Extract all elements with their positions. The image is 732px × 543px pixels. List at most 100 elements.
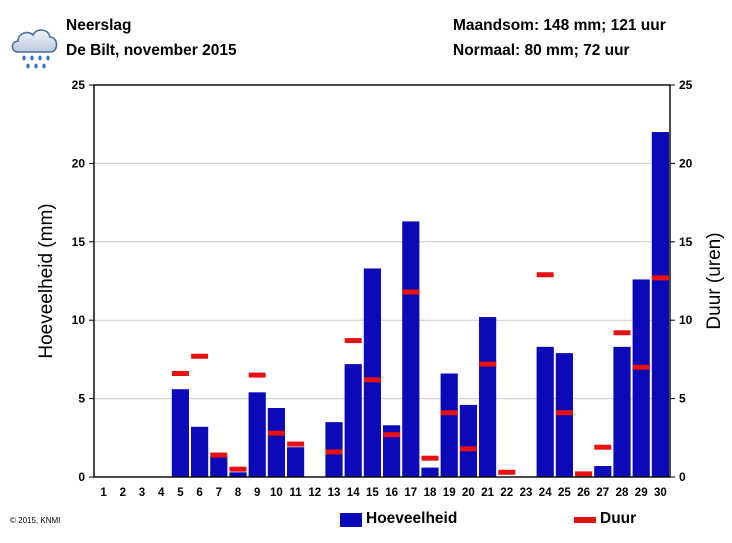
bar-hoeveelheid	[344, 364, 362, 477]
y2-tick-label: 0	[679, 470, 686, 484]
y-tick-label: 20	[72, 156, 86, 170]
x-tick-label: 20	[462, 487, 475, 499]
bar-hoeveelheid	[651, 132, 669, 478]
bar-hoeveelheid	[632, 279, 650, 477]
bar-hoeveelheid	[363, 268, 381, 477]
x-tick-label: 11	[290, 487, 303, 499]
bar-hoeveelheid	[267, 408, 285, 477]
monthly-sum: Maandsom: 148 mm; 121 uur	[453, 17, 666, 34]
marker-duur	[459, 446, 477, 452]
x-tick-label: 21	[481, 487, 494, 499]
marker-duur	[344, 338, 362, 344]
marker-duur	[325, 449, 343, 455]
marker-duur	[191, 353, 209, 359]
y-tick-label: 25	[72, 78, 86, 92]
y2-tick-label: 20	[679, 156, 693, 170]
bar-hoeveelheid	[229, 472, 247, 477]
marker-duur	[440, 410, 458, 416]
marker-duur	[171, 371, 189, 377]
x-tick-label: 24	[539, 487, 552, 499]
marker-duur	[363, 377, 381, 383]
y-tick-label: 0	[78, 470, 85, 484]
bar-hoeveelheid	[248, 392, 266, 477]
bar-hoeveelheid	[210, 456, 228, 477]
legend-swatch-hoeveelheid	[340, 513, 362, 527]
normal-values: Normaal: 80 mm; 72 uur	[453, 42, 630, 59]
bar-hoeveelheid	[459, 404, 477, 477]
x-tick-label: 8	[235, 487, 242, 499]
x-tick-label: 22	[500, 487, 513, 499]
bar-hoeveelheid	[171, 389, 189, 477]
marker-duur	[479, 361, 497, 367]
bar-hoeveelheid	[440, 373, 458, 477]
legend-swatch-duur	[574, 517, 596, 523]
marker-duur	[536, 272, 554, 278]
marker-duur	[210, 452, 228, 458]
bar-hoeveelheid	[594, 466, 612, 477]
rain-cloud-icon	[8, 22, 62, 72]
marker-duur	[287, 441, 305, 447]
bar-hoeveelheid	[191, 426, 209, 477]
chart-title: Neerslag	[66, 17, 132, 34]
plot-frame	[93, 84, 671, 478]
bar-hoeveelheid	[402, 221, 420, 477]
x-tick-label: 25	[558, 487, 571, 499]
marker-duur	[248, 372, 266, 378]
marker-duur	[267, 430, 285, 436]
x-tick-label: 19	[443, 487, 456, 499]
x-tick-label: 7	[216, 487, 222, 499]
legend-label-hoeveelheid: Hoeveelheid	[366, 510, 458, 527]
x-tick-label: 12	[308, 487, 321, 499]
marker-duur	[402, 289, 420, 295]
x-tick-label: 17	[404, 487, 417, 499]
marker-duur	[632, 364, 650, 370]
copyright-text: © 2015, KNMI	[10, 516, 61, 525]
x-tick-label: 15	[366, 487, 379, 499]
y-tick-label: 15	[72, 235, 86, 249]
marker-duur	[421, 455, 439, 461]
marker-duur	[651, 275, 669, 281]
x-tick-label: 9	[254, 487, 260, 499]
chart-subtitle: De Bilt, november 2015	[66, 42, 237, 59]
marker-duur	[613, 330, 631, 336]
x-tick-label: 16	[385, 487, 398, 499]
x-tick-label: 2	[120, 487, 126, 499]
bar-hoeveelheid	[421, 467, 439, 477]
marker-duur	[555, 410, 573, 416]
x-tick-label: 3	[139, 487, 145, 499]
marker-duur	[229, 466, 247, 472]
marker-duur	[594, 444, 612, 450]
bar-hoeveelheid	[383, 425, 401, 477]
bar-hoeveelheid	[613, 346, 631, 477]
x-tick-label: 30	[654, 487, 667, 499]
marker-duur	[575, 471, 593, 477]
x-tick-label: 4	[158, 487, 165, 499]
y2-tick-label: 5	[679, 392, 686, 406]
x-tick-label: 27	[596, 487, 609, 499]
y2-axis-title: Duur (uren)	[704, 232, 725, 329]
bar-hoeveelheid	[287, 447, 305, 477]
x-tick-label: 10	[270, 487, 283, 499]
y-axis-title: Hoeveelheid (mm)	[36, 203, 57, 358]
x-tick-label: 26	[577, 487, 590, 499]
x-tick-label: 14	[347, 487, 360, 499]
x-tick-label: 23	[520, 487, 533, 499]
y-tick-label: 5	[78, 392, 85, 406]
x-tick-label: 1	[100, 487, 107, 499]
x-tick-label: 18	[424, 487, 437, 499]
x-tick-label: 29	[635, 487, 648, 499]
bar-hoeveelheid	[479, 317, 497, 477]
legend-label-duur: Duur	[600, 510, 637, 527]
x-tick-label: 5	[177, 487, 184, 499]
y2-tick-label: 25	[679, 78, 693, 92]
marker-duur	[383, 432, 401, 438]
y-tick-label: 10	[72, 313, 86, 327]
bar-hoeveelheid	[536, 346, 554, 477]
y2-tick-label: 15	[679, 235, 693, 249]
y2-tick-label: 10	[679, 313, 693, 327]
x-tick-label: 6	[196, 487, 202, 499]
x-tick-label: 28	[616, 487, 629, 499]
x-tick-label: 13	[328, 487, 341, 499]
